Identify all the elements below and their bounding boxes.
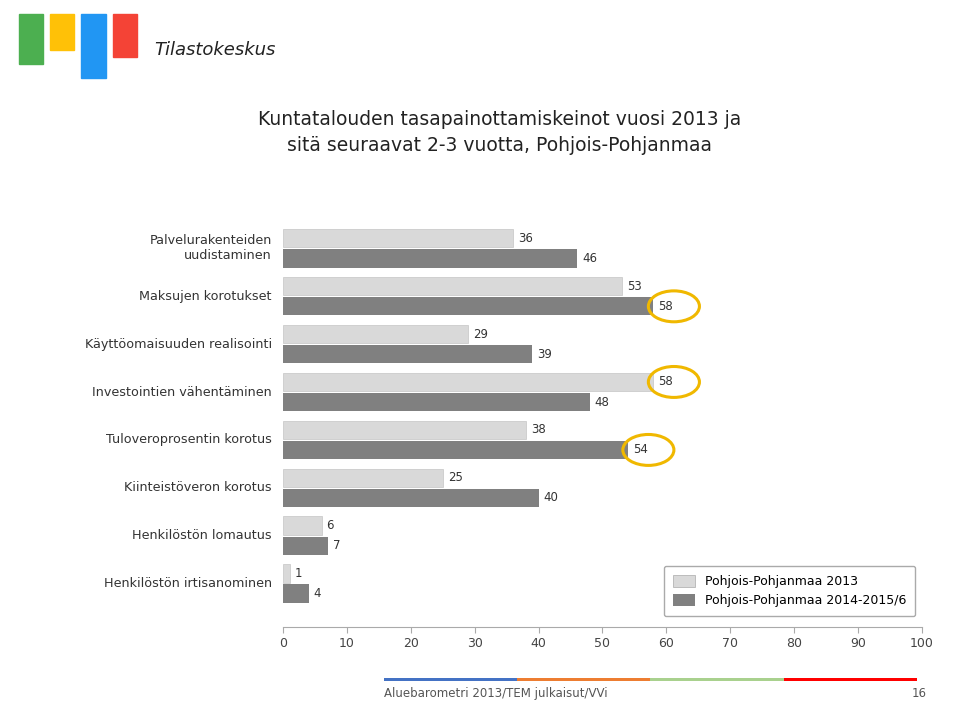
Bar [283,441,628,459]
Bar [651,678,783,681]
Bar [283,393,589,411]
Text: 40: 40 [543,491,559,504]
Bar [283,421,526,439]
Bar [517,678,651,681]
Text: Henkilöstön lomautus: Henkilöstön lomautus [132,529,272,542]
Text: 1: 1 [295,567,302,580]
Bar [283,516,322,535]
Text: 48: 48 [595,396,610,409]
Text: Kuntatalouden tasapainottamiskeinot vuosi 2013 ja
sitä seuraavat 2-3 vuotta, Poh: Kuntatalouden tasapainottamiskeinot vuos… [257,110,741,155]
Text: 29: 29 [473,328,489,341]
Text: 53: 53 [627,280,641,292]
Bar [283,297,654,316]
Text: Aluebarometri 2013/TEM julkaisut/VVi: Aluebarometri 2013/TEM julkaisut/VVi [384,687,608,700]
Text: Investointien vähentäminen: Investointien vähentäminen [92,386,272,399]
Bar [283,585,309,603]
Text: 16: 16 [911,687,926,700]
Legend: Pohjois-Pohjanmaa 2013, Pohjois-Pohjanmaa 2014-2015/6: Pohjois-Pohjanmaa 2013, Pohjois-Pohjanma… [664,566,915,616]
Text: Palvelurakenteiden
uudistaminen: Palvelurakenteiden uudistaminen [150,234,272,263]
Bar [283,489,539,507]
Bar [283,564,290,583]
Bar [283,345,532,363]
Bar [283,229,513,248]
Bar [50,14,75,50]
Text: 6: 6 [326,519,334,532]
Text: 36: 36 [518,232,533,245]
Bar [82,14,106,78]
Text: 7: 7 [333,539,341,552]
Text: Käyttöomaisuuden realisointi: Käyttöomaisuuden realisointi [84,338,272,350]
Text: Henkilöstön irtisanominen: Henkilöstön irtisanominen [104,577,272,590]
Text: Tuloveroprosentin korotus: Tuloveroprosentin korotus [106,433,272,446]
Text: 25: 25 [448,472,463,484]
Text: Maksujen korotukset: Maksujen korotukset [139,290,272,303]
Bar [283,249,577,268]
Text: 4: 4 [314,587,322,600]
Text: 54: 54 [633,443,648,457]
Text: Tilastokeskus: Tilastokeskus [154,40,276,59]
Bar [283,469,443,487]
Text: Kiinteistöveron korotus: Kiinteistöveron korotus [124,481,272,494]
Bar [283,325,468,343]
Bar [283,373,654,391]
Text: 38: 38 [531,423,545,436]
Bar [783,678,917,681]
Text: 58: 58 [659,299,673,313]
Bar [384,678,517,681]
Bar [112,14,136,57]
Text: 39: 39 [538,348,552,360]
Bar [283,537,328,555]
Bar [19,14,43,64]
Bar [283,277,621,295]
Text: 58: 58 [659,375,673,389]
Text: 46: 46 [582,252,597,265]
